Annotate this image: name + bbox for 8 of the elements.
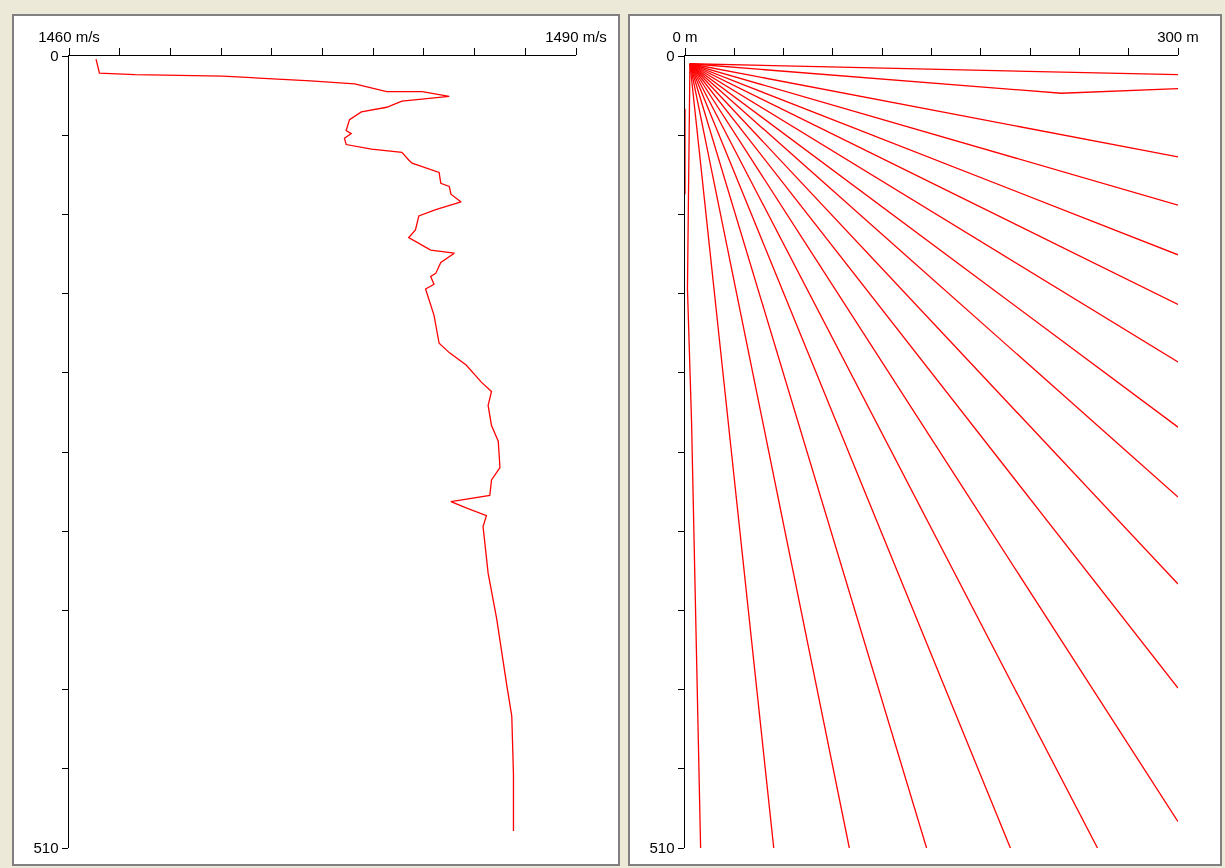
x-tick-label: 1460 m/s: [38, 27, 100, 45]
x-tick-label: 1490 m/s: [545, 27, 607, 45]
x-tick-label: 300 m: [1157, 27, 1199, 45]
y-tick-label: 510: [649, 839, 675, 857]
y-tick-label: 510: [33, 839, 59, 857]
y-tick-label: 0: [666, 47, 675, 65]
x-tick-label: 0 m: [672, 27, 698, 45]
y-tick-label: 0: [50, 47, 59, 65]
